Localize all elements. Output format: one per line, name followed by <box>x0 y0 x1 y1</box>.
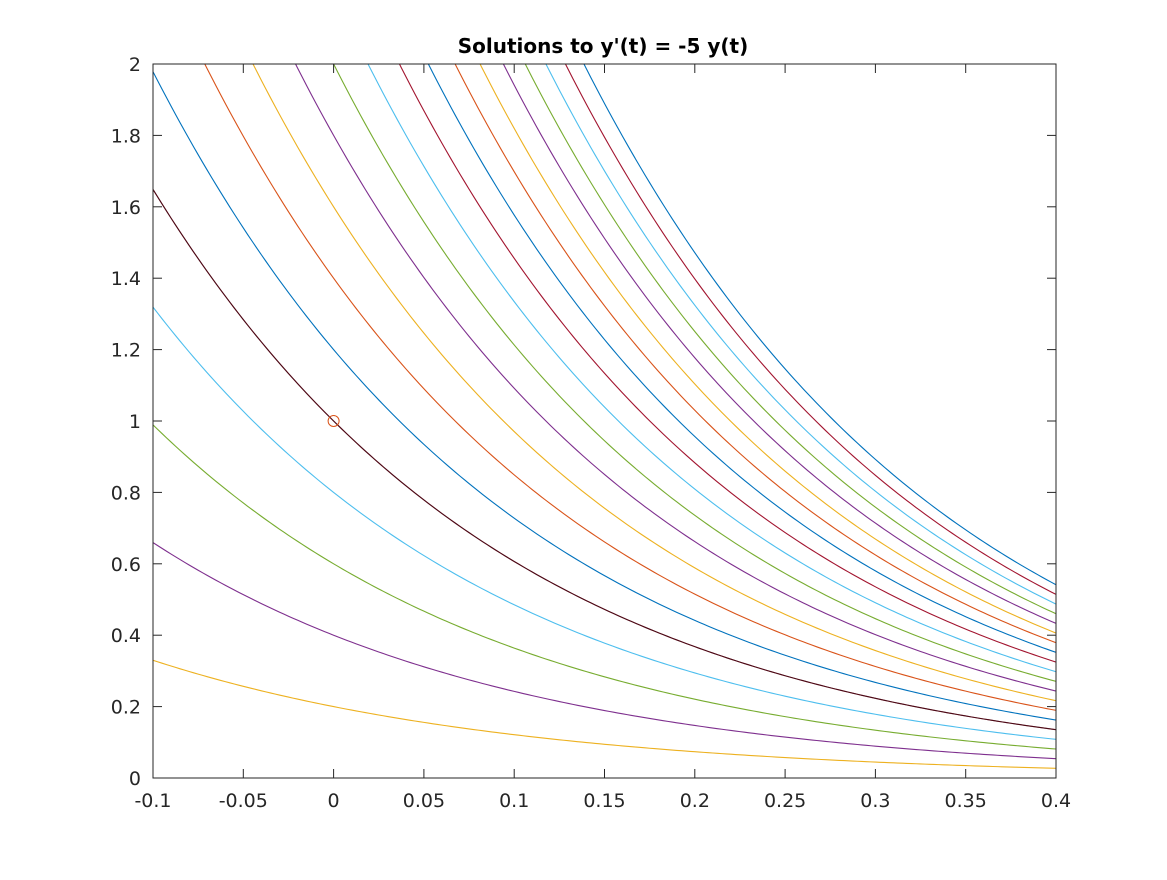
x-tick-label: 0.35 <box>945 790 987 812</box>
x-tick-label: 0.3 <box>860 790 890 812</box>
series-line-9 <box>294 64 1056 692</box>
series-line-11 <box>367 64 1056 673</box>
series-line-12 <box>398 64 1056 663</box>
highlight-solution-line <box>153 189 1056 731</box>
y-tick-label: 1.8 <box>111 125 141 147</box>
series-line-4 <box>153 306 1056 740</box>
series-line-2 <box>153 542 1056 760</box>
initial-point-marker <box>327 415 340 427</box>
y-tick-label: 0.6 <box>111 554 141 576</box>
series-line-16 <box>502 64 1056 624</box>
y-tick-label: 1.6 <box>111 197 141 219</box>
series-line-20 <box>583 64 1056 586</box>
x-tick-label: 0.1 <box>499 790 529 812</box>
y-tick-label: 0.8 <box>111 482 141 504</box>
y-tick-label: 0.4 <box>111 625 141 647</box>
series-line-19 <box>564 64 1056 595</box>
series-line-3 <box>153 424 1056 750</box>
series-line-8 <box>252 64 1056 702</box>
x-tick-label: 0.2 <box>680 790 710 812</box>
y-tick-label: 0 <box>129 768 141 790</box>
x-tick-label: 0.05 <box>403 790 445 812</box>
series-line-1 <box>153 659 1056 769</box>
series-line-7 <box>204 64 1056 711</box>
series-line-15 <box>479 64 1056 634</box>
x-tick-label: 0.25 <box>764 790 806 812</box>
series-line-5 <box>153 189 1056 731</box>
y-ticks-group: 0 0.2 0.4 0.6 0.8 1 1.2 1.4 1.6 1.8 2 <box>111 54 1056 790</box>
curves-group <box>153 64 1056 778</box>
x-tick-label: 0 <box>328 790 340 812</box>
y-tick-label: 1.2 <box>111 340 141 362</box>
x-tick-label: -0.1 <box>134 790 171 812</box>
markers-group <box>327 415 340 427</box>
y-tick-label: 1.4 <box>111 268 141 290</box>
series-line-18 <box>545 64 1056 605</box>
x-tick-label: 0.15 <box>583 790 625 812</box>
x-tick-label: -0.05 <box>219 790 268 812</box>
series-line-17 <box>524 64 1056 615</box>
series-line-10 <box>332 64 1056 682</box>
chart-title: Solutions to y'(t) = -5 y(t) <box>458 34 749 58</box>
x-ticks-group: -0.1 -0.05 0 0.05 0.1 0.15 0.2 0.25 0.3 0.35 0.4 <box>134 64 1071 812</box>
series-line-6 <box>153 71 1056 721</box>
y-tick-label: 0.2 <box>111 697 141 719</box>
series-line-13 <box>427 64 1056 653</box>
x-tick-label: 0.4 <box>1041 790 1071 812</box>
series-line-14 <box>454 64 1056 644</box>
y-tick-label: 2 <box>129 54 141 76</box>
y-tick-label: 1 <box>129 411 141 433</box>
